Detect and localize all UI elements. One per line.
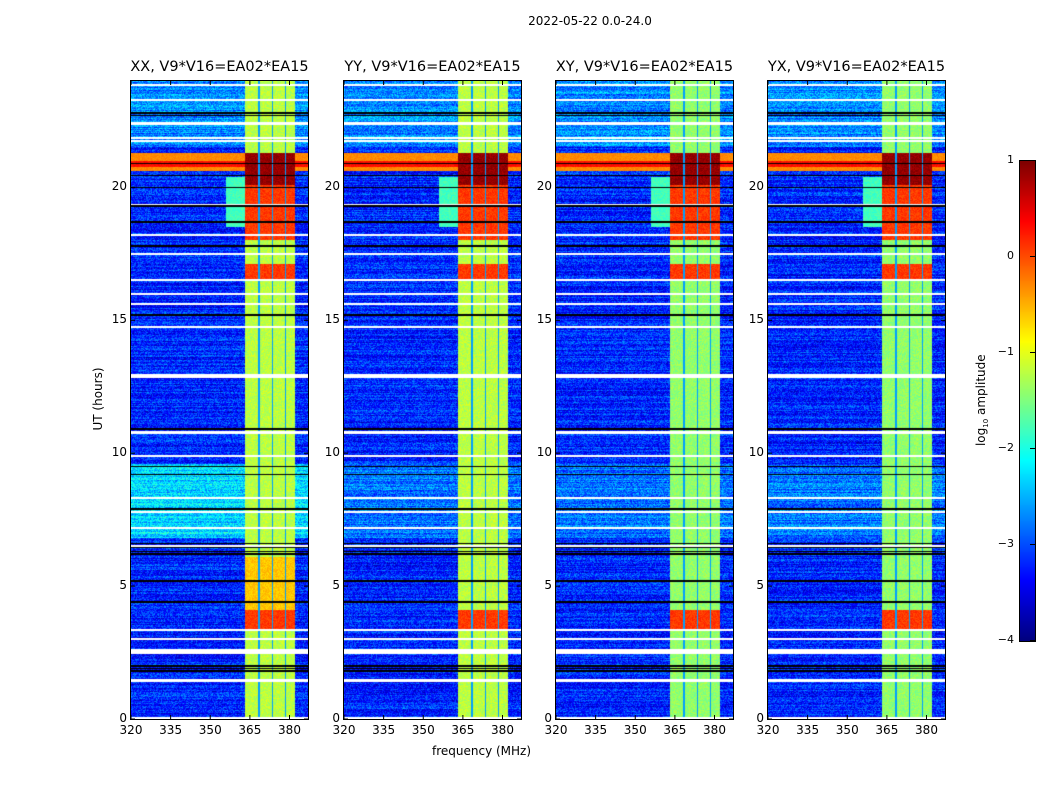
x-tick-label: 365 [663,723,687,737]
y-axis-label: UT (hours) [91,367,105,431]
panel-title: YY, V9*V16=EA02*EA15 [344,59,521,75]
axis-ticks [344,81,521,719]
colorbar-label-base: log [973,427,988,447]
colorbar-tick-mark [1030,640,1035,641]
colorbar-label-rest: amplitude [973,354,988,419]
x-tick-label: 380 [915,723,938,737]
x-tick-label: 350 [623,723,647,737]
y-tick-label: 20 [536,179,552,194]
y-tick-label: 20 [324,179,340,194]
x-tick-label: 320 [756,723,780,737]
x-tick-label: 350 [835,723,859,737]
x-tick-label: 350 [198,723,222,737]
y-tick-label: 0 [119,711,127,725]
x-tick-label: 365 [875,723,899,737]
y-tick-label: 5 [332,578,340,593]
colorbar-tick-mark [1030,256,1035,257]
y-tick-label: 0 [332,711,340,725]
x-tick-label: 365 [238,723,262,737]
heatmap-panel-yx [767,80,946,720]
figure-title: 2022-05-22 0.0-24.0 [528,14,652,28]
y-tick-label: 15 [536,312,552,327]
axis-ticks [768,81,945,719]
x-tick-label: 335 [584,723,608,737]
colorbar-tick-label: −4 [997,633,1014,646]
x-tick-label: 335 [372,723,396,737]
heatmap-panel-xy [555,80,734,720]
heatmap-image [556,81,733,719]
y-tick-label: 15 [324,312,340,327]
panel-title: XY, V9*V16=EA02*EA15 [555,59,734,75]
colorbar-tick-label: 0 [1007,249,1014,262]
y-tick-label: 20 [748,179,764,194]
heatmap-panel-xx [130,80,309,720]
y-tick-label: 5 [544,578,552,593]
x-tick-label: 320 [544,723,568,737]
y-tick-label: 0 [756,711,764,725]
heatmap-image [344,81,521,719]
panel-title: XX, V9*V16=EA02*EA15 [130,59,309,75]
colorbar-label-sub: 10 [982,418,991,428]
y-tick-label: 10 [111,445,127,460]
x-tick-label: 335 [796,723,820,737]
y-tick-label: 5 [756,578,764,593]
x-tick-label: 335 [159,723,183,737]
heatmap-image [768,81,945,719]
heatmap-panel-yy [343,80,522,720]
colorbar-tick-label: −1 [997,345,1014,358]
colorbar-gradient [1020,161,1035,641]
x-tick-label: 365 [451,723,475,737]
x-tick-label: 380 [491,723,514,737]
y-tick-label: 15 [748,312,764,327]
x-axis-label: frequency (MHz) [432,744,532,758]
colorbar-tick-mark [1030,448,1035,449]
y-tick-label: 15 [111,312,127,327]
x-tick-label: 380 [703,723,726,737]
colorbar [1019,160,1036,642]
colorbar-tick-mark [1030,544,1035,545]
y-tick-label: 20 [111,179,127,194]
y-tick-label: 10 [324,445,340,460]
y-tick-label: 5 [119,578,127,593]
colorbar-tick-label: −3 [997,537,1014,550]
colorbar-tick-label: 1 [1007,153,1014,166]
x-tick-label: 380 [278,723,301,737]
x-tick-label: 320 [119,723,143,737]
x-tick-label: 350 [411,723,435,737]
panel-title: YX, V9*V16=EA02*EA15 [767,59,946,75]
heatmap-image [131,81,308,719]
x-tick-label: 320 [332,723,356,737]
y-tick-label: 0 [544,711,552,725]
y-tick-label: 10 [748,445,764,460]
colorbar-tick-mark [1030,352,1035,353]
axis-ticks [556,81,733,719]
colorbar-label: log10 amplitude [974,350,990,450]
y-tick-label: 10 [536,445,552,460]
colorbar-tick-mark [1030,160,1035,161]
axis-ticks [131,81,308,719]
colorbar-tick-label: −2 [997,441,1014,454]
